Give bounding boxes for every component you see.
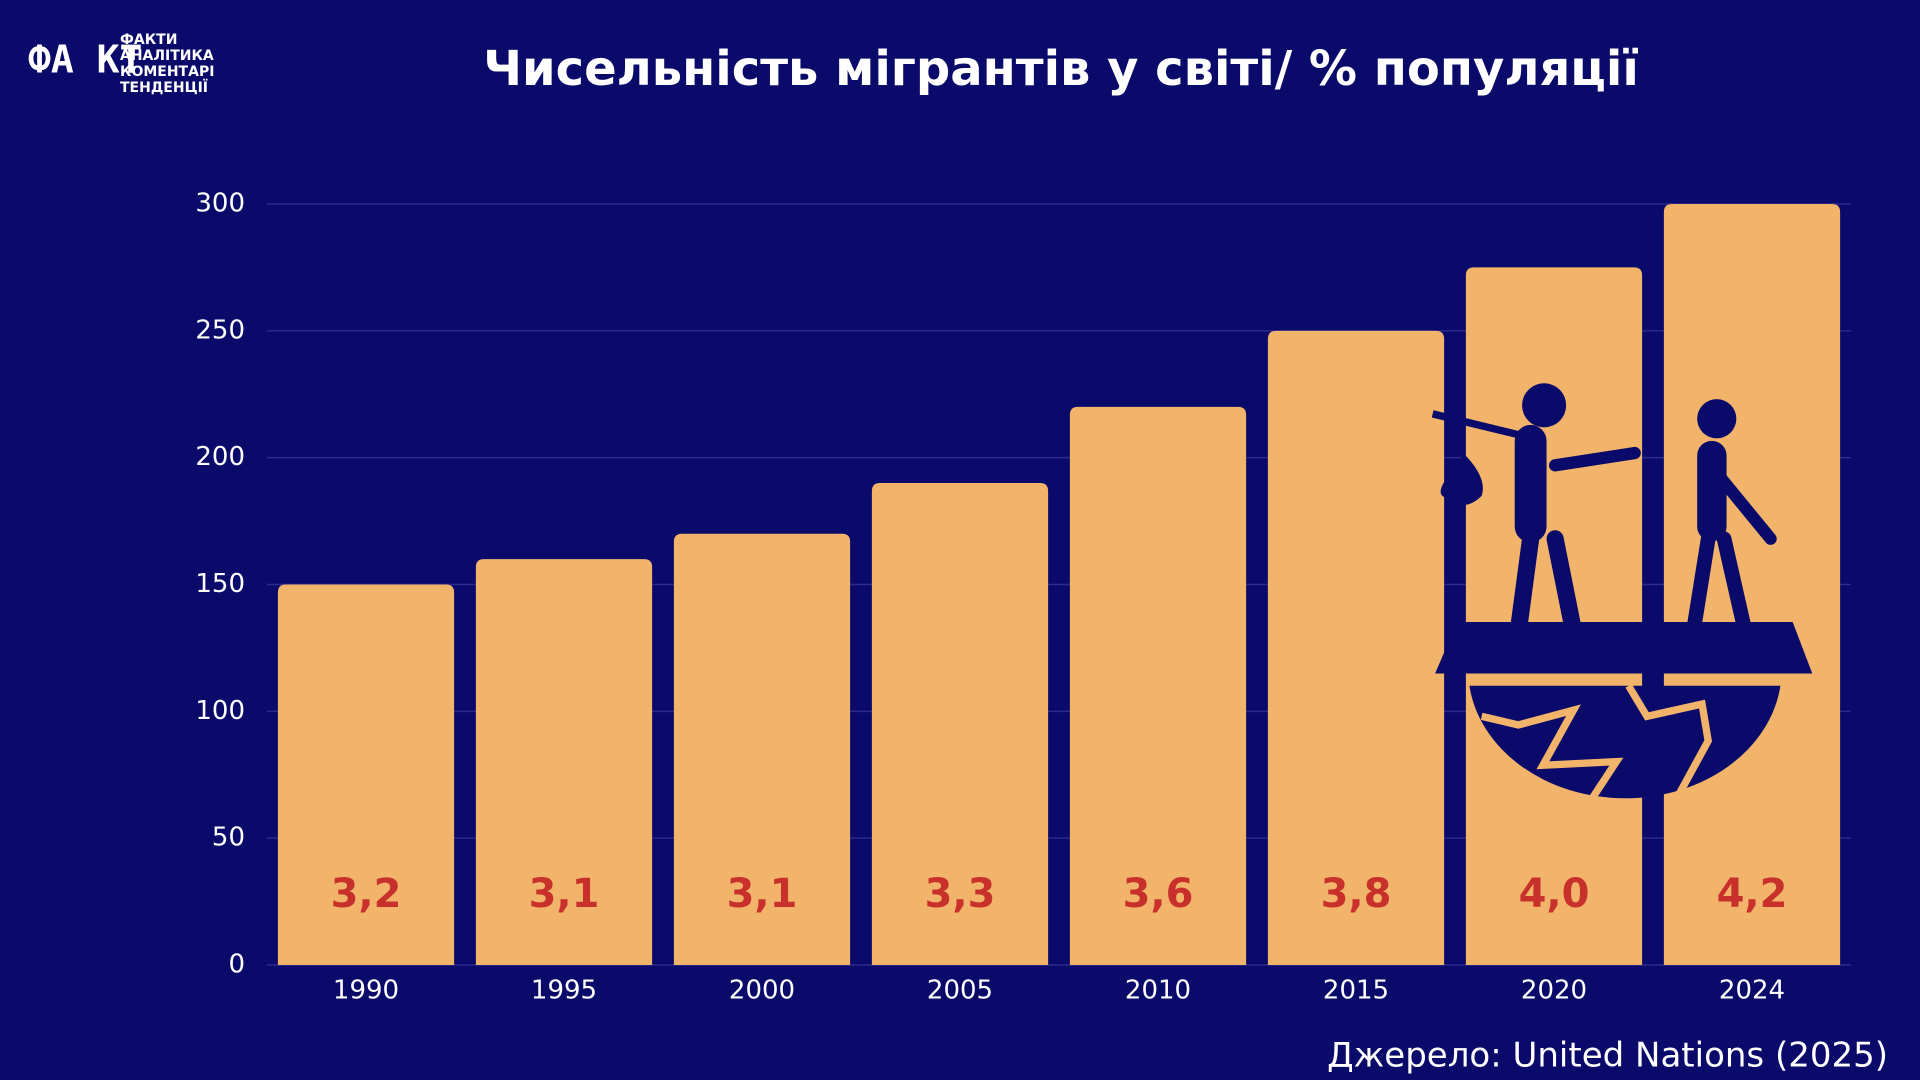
annotation: 3,3 (925, 871, 996, 917)
bar (871, 483, 1049, 965)
bar (1267, 330, 1445, 965)
annotation: 4,0 (1519, 871, 1590, 917)
y-tick-label: 0 (228, 950, 245, 980)
bar (277, 584, 455, 965)
y-tick-label: 200 (195, 442, 245, 472)
logo-line: ФАКТИ (120, 32, 177, 48)
annotation: 3,8 (1321, 871, 1392, 917)
logo-mark: ФА КТ (28, 38, 142, 82)
x-tick-label: 1990 (333, 976, 399, 1006)
bar (1663, 204, 1841, 965)
plot: 0 50 100 150 200 250 300 1990 3,2 1995 3,1 2000 3,1 2… (195, 189, 1851, 1006)
y-tick-label: 50 (212, 823, 245, 853)
x-tick-label: 2024 (1719, 976, 1785, 1006)
bar (475, 559, 653, 965)
x-tick-label: 1995 (531, 976, 597, 1006)
migrant-icon (1431, 383, 1813, 811)
bar (673, 533, 851, 965)
annotation: 3,1 (529, 871, 600, 917)
annotation: 3,2 (331, 871, 402, 917)
annotation: 4,2 (1717, 871, 1788, 917)
y-tick-label: 250 (195, 315, 245, 345)
y-tick-label: 100 (195, 696, 245, 726)
logo-line: ТЕНДЕНЦІЇ (120, 79, 208, 96)
x-tick-label: 2005 (927, 976, 993, 1006)
x-tick-label: 2010 (1125, 976, 1191, 1006)
x-tick-label: 2000 (729, 976, 795, 1006)
annotation: 3,1 (727, 871, 798, 917)
chart-title: Чисельність мігрантів у світі/ % популяц… (483, 41, 1639, 97)
x-tick-label: 2015 (1323, 976, 1389, 1006)
annotation: 3,6 (1123, 871, 1194, 917)
y-tick-label: 150 (195, 569, 245, 599)
logo-line: КОМЕНТАРІ (120, 64, 214, 80)
y-tick-label: 300 (195, 189, 245, 219)
bar (1069, 406, 1247, 965)
logo-line: АНАЛІТИКА (120, 48, 214, 64)
x-tick-label: 2020 (1521, 976, 1587, 1006)
bar (1465, 267, 1643, 966)
logo: ФА КТ ФАКТИ АНАЛІТИКА КОМЕНТАРІ ТЕНДЕНЦІ… (28, 32, 214, 96)
source: Джерело: United Nations (2025) (1327, 1036, 1888, 1076)
